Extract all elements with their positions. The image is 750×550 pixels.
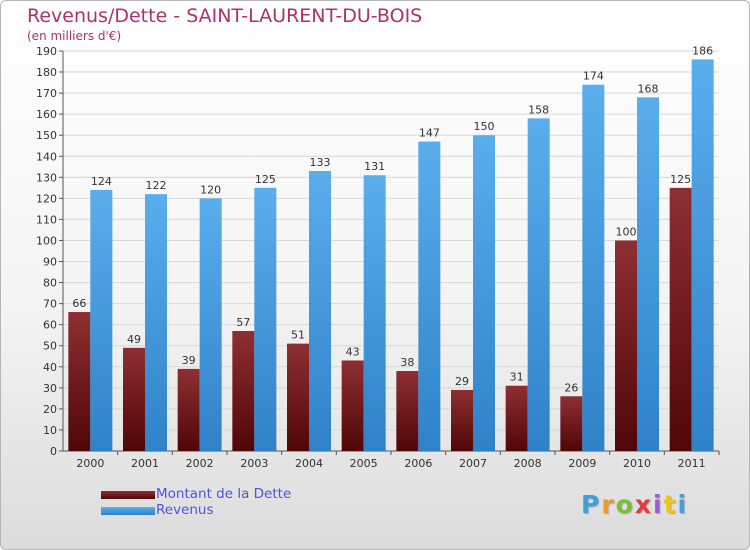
debt-bar-value-label: 57: [236, 316, 250, 329]
debt-bar-value-label: 43: [346, 345, 360, 358]
x-tick-label: 2004: [295, 457, 323, 470]
revenue-bar-value-label: 168: [638, 82, 659, 95]
y-tick-label: 140: [36, 150, 57, 163]
revenue-bar: [473, 135, 495, 452]
y-tick-label: 20: [43, 403, 57, 416]
x-tick-label: 2006: [404, 457, 432, 470]
debt-bar: [505, 385, 528, 451]
x-tick-label: 2010: [623, 457, 651, 470]
y-tick-label: 130: [36, 171, 57, 184]
revenue-bar-value-label: 133: [310, 156, 331, 169]
debt-bar-value-label: 39: [182, 354, 196, 367]
revenue-bar: [254, 187, 277, 451]
debt-bar: [669, 187, 692, 451]
y-tick-label: 180: [36, 66, 57, 79]
logo-letter: i: [677, 490, 689, 519]
y-tick-label: 190: [36, 45, 57, 58]
debt-bar: [396, 371, 419, 451]
y-tick-label: 110: [36, 213, 57, 226]
y-tick-label: 60: [43, 319, 57, 332]
debt-bar-value-label: 38: [400, 356, 414, 369]
revenue-bar: [527, 118, 550, 452]
debt-bar-value-label: 26: [564, 381, 578, 394]
legend-swatch-revenus: [101, 507, 155, 515]
revenue-bar-value-label: 174: [583, 70, 604, 83]
revenue-bar-value-label: 147: [419, 127, 440, 140]
revenue-bar: [691, 59, 714, 451]
debt-bar: [615, 240, 637, 451]
debt-bar: [232, 331, 255, 451]
debt-bar: [341, 360, 364, 451]
debt-bar: [123, 347, 145, 451]
y-tick-label: 80: [43, 277, 57, 290]
logo-letter: P: [581, 490, 602, 519]
revenue-bar-value-label: 150: [474, 120, 495, 133]
legend-swatch-dette: [101, 491, 155, 499]
debt-bar: [287, 343, 309, 451]
logo-letter: t: [663, 490, 678, 519]
y-tick-label: 50: [43, 340, 57, 353]
x-tick-label: 2003: [240, 457, 268, 470]
y-tick-label: 160: [36, 108, 57, 121]
revenue-bar: [145, 194, 167, 451]
revenue-bar-value-label: 131: [364, 160, 385, 173]
revenue-bar-value-label: 124: [91, 175, 112, 188]
debt-bar-value-label: 49: [127, 333, 141, 346]
debt-bar-value-label: 29: [455, 375, 469, 388]
chart-title: Revenus/Dette - SAINT-LAURENT-DU-BOIS: [27, 5, 423, 27]
x-tick-label: 2008: [514, 457, 542, 470]
revenue-bar: [90, 189, 113, 451]
x-tick-label: 2001: [131, 457, 159, 470]
debt-bar: [451, 389, 473, 451]
debt-bar: [560, 396, 583, 451]
chart-subtitle: (en milliers d'€): [27, 29, 122, 43]
revenue-bar: [309, 171, 331, 451]
revenue-bar: [418, 141, 441, 452]
revenue-bar-value-label: 186: [692, 44, 713, 57]
logo-letter: x: [634, 490, 653, 519]
y-tick-label: 100: [36, 234, 57, 247]
legend-label-revenus: Revenus: [156, 502, 214, 518]
proxiti-logo: Proxiti: [581, 490, 688, 519]
x-tick-label: 2009: [568, 457, 596, 470]
y-tick-label: 30: [43, 382, 57, 395]
y-tick-label: 0: [50, 445, 57, 458]
revenue-bar-value-label: 122: [146, 179, 167, 192]
y-tick-label: 10: [43, 424, 57, 437]
logo-letter: i: [653, 490, 664, 519]
y-tick-label: 150: [36, 129, 57, 142]
revenue-bar: [199, 198, 222, 451]
x-tick-label: 2007: [459, 457, 487, 470]
debt-bar-value-label: 51: [291, 329, 305, 342]
y-tick-label: 40: [43, 361, 57, 374]
revenue-bar: [582, 84, 605, 452]
revenue-bar-value-label: 125: [255, 173, 276, 186]
logo-letter: r: [601, 490, 616, 519]
revenue-bar-value-label: 120: [200, 183, 221, 196]
debt-bar-value-label: 125: [670, 173, 691, 186]
debt-bar: [177, 368, 200, 451]
x-tick-label: 2005: [350, 457, 378, 470]
debt-bar-value-label: 31: [510, 371, 524, 384]
x-tick-label: 2000: [76, 457, 104, 470]
logo-letter: o: [615, 490, 635, 519]
revenue-bar: [363, 175, 386, 452]
legend-label-dette: Montant de la Dette: [156, 486, 292, 502]
debt-bar: [68, 312, 91, 451]
y-tick-label: 70: [43, 298, 57, 311]
revenue-bar: [637, 97, 659, 451]
x-tick-label: 2002: [186, 457, 214, 470]
debt-bar-value-label: 66: [72, 297, 86, 310]
x-tick-label: 2011: [678, 457, 706, 470]
y-tick-label: 170: [36, 87, 57, 100]
y-tick-label: 120: [36, 192, 57, 205]
revenue-bar-value-label: 158: [528, 103, 549, 116]
debt-bar-value-label: 100: [616, 225, 637, 238]
y-tick-label: 90: [43, 256, 57, 269]
